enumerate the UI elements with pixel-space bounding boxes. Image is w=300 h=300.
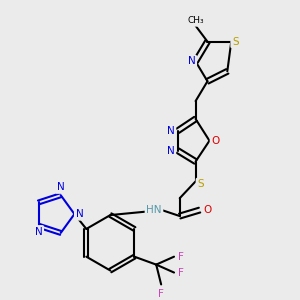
- Text: HN: HN: [146, 205, 162, 215]
- Text: O: O: [203, 205, 211, 215]
- Text: S: S: [197, 179, 204, 189]
- Text: O: O: [211, 136, 220, 146]
- Text: N: N: [188, 56, 196, 66]
- Text: F: F: [178, 252, 184, 262]
- Text: N: N: [76, 209, 83, 219]
- Text: N: N: [57, 182, 64, 192]
- Text: N: N: [167, 146, 175, 156]
- Text: N: N: [167, 126, 175, 136]
- Text: F: F: [178, 268, 184, 278]
- Text: CH₃: CH₃: [187, 16, 204, 25]
- Text: S: S: [232, 37, 238, 46]
- Text: N: N: [35, 227, 43, 237]
- Text: F: F: [158, 289, 164, 299]
